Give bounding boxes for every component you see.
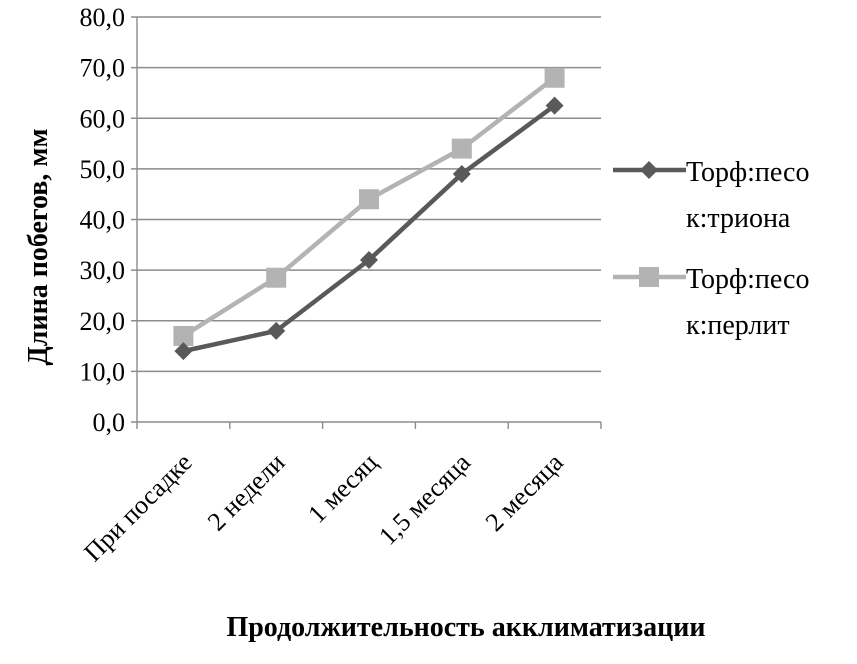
data-point-diamond bbox=[545, 96, 564, 115]
y-tick-label: 60,0 bbox=[80, 104, 126, 133]
x-tick-label: 1 месяц bbox=[302, 448, 383, 529]
legend-label: к:триона bbox=[686, 203, 791, 234]
y-tick-label: 80,0 bbox=[80, 3, 126, 32]
series-line bbox=[182, 103, 556, 354]
gridlines bbox=[131, 16, 602, 429]
data-point-diamond bbox=[640, 161, 658, 179]
y-tick-label: 20,0 bbox=[80, 307, 126, 336]
data-point-square bbox=[639, 267, 659, 287]
data-point-square bbox=[266, 267, 287, 288]
data-point-square bbox=[544, 67, 565, 88]
legend-label: к:перлит bbox=[686, 310, 790, 341]
y-tick-label: 0,0 bbox=[93, 408, 126, 437]
data-point-square bbox=[359, 189, 379, 210]
data-point-diamond bbox=[267, 321, 286, 340]
y-tick-labels: 0,0 10,0 20,0 30,0 40,0 50,0 60,0 70,0 80,0 bbox=[80, 3, 126, 437]
data-point-diamond bbox=[360, 251, 378, 269]
data-point-diamond bbox=[452, 164, 471, 183]
data-point-square bbox=[451, 138, 472, 159]
y-tick-label: 40,0 bbox=[80, 206, 126, 235]
series-lines bbox=[173, 67, 565, 361]
y-tick-label: 30,0 bbox=[80, 256, 126, 285]
x-tick-label: При посадке bbox=[78, 448, 197, 567]
x-tick-label: 2 месяца bbox=[480, 447, 569, 536]
legend-label: Торф:песо bbox=[686, 264, 809, 295]
y-tick-label: 10,0 bbox=[80, 357, 126, 386]
legend-label: Торф:песо bbox=[686, 157, 809, 188]
x-tick-label: 2 недели bbox=[202, 448, 291, 537]
data-point-square bbox=[173, 325, 194, 346]
x-axis-title: Продолжительность акклиматизации bbox=[226, 612, 705, 643]
y-tick-label: 70,0 bbox=[80, 54, 126, 83]
y-axis-title: Длина побегов, мм bbox=[23, 128, 54, 365]
data-point-diamond bbox=[174, 342, 193, 361]
legend: Торф:песо к:триона Торф:песо к:перлит bbox=[613, 157, 809, 341]
x-tick-label: 1,5 месяца bbox=[373, 447, 476, 550]
y-tick-label: 50,0 bbox=[80, 155, 126, 184]
